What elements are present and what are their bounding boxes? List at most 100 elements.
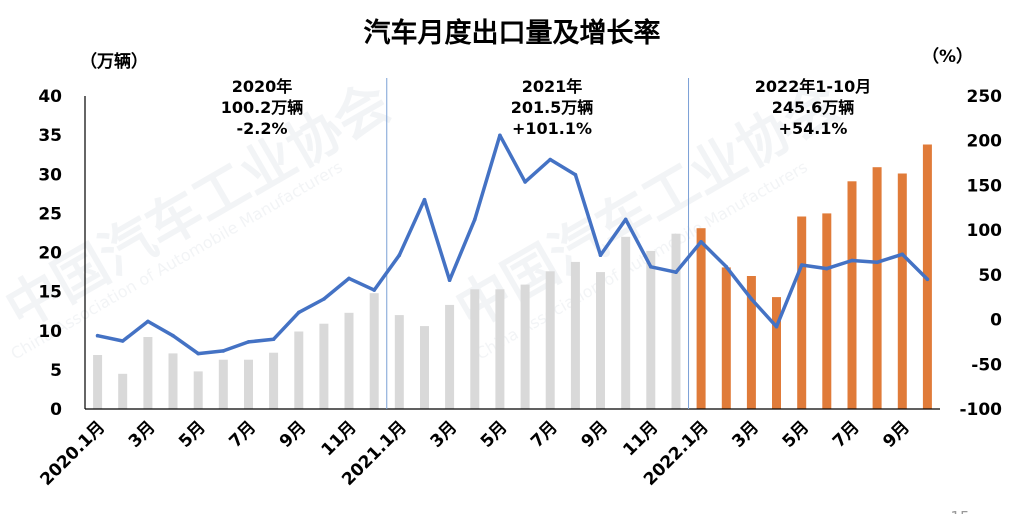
line-point [774, 324, 779, 329]
line-point [95, 333, 100, 338]
annotation-line: +54.1% [779, 119, 848, 138]
annotation-line: 2020年 [232, 77, 293, 96]
bar [646, 250, 656, 409]
line-point [523, 180, 527, 184]
line-point [120, 339, 125, 343]
line-point [498, 133, 502, 138]
y-right-tick-label: 250 [967, 87, 1003, 107]
y-right-unit: （%） [922, 46, 973, 67]
line-point [598, 253, 603, 257]
bar [118, 373, 128, 409]
line-point [473, 217, 477, 222]
bar [797, 216, 807, 409]
bar [545, 271, 555, 409]
annotation-line: 2022年1-10月 [755, 77, 872, 96]
bar [922, 144, 932, 409]
axes [84, 96, 940, 410]
x-tick-label: 7月 [527, 417, 562, 452]
bar [269, 352, 279, 409]
bar [621, 236, 631, 409]
line-point [674, 270, 678, 275]
bar [193, 371, 203, 409]
x-tick-label: 5月 [779, 417, 814, 452]
bar [344, 312, 354, 409]
annotation-line: 100.2万辆 [221, 98, 304, 117]
bar [671, 233, 681, 409]
x-tick-label: 7月 [829, 417, 864, 452]
line-point [347, 276, 351, 281]
bar [470, 289, 480, 409]
bar [93, 355, 103, 409]
line-point [297, 310, 301, 315]
line-point [447, 278, 452, 283]
y-right-tick-label: -50 [971, 355, 1002, 375]
bar [495, 289, 505, 409]
y-right-tick-label: -100 [959, 400, 1002, 420]
y-left-ticks: 0 5 10 15 20 25 30 35 40 [38, 87, 62, 420]
line-point [825, 266, 829, 271]
y-right-tick-label: 150 [967, 176, 1003, 196]
bar [218, 359, 228, 409]
line-series [95, 133, 930, 356]
x-tick-label: 7月 [225, 417, 260, 452]
line-point [573, 172, 578, 177]
annotation-line: +101.1% [512, 119, 592, 138]
line-point [221, 349, 226, 353]
x-tick-label: 3月 [427, 417, 462, 452]
line-point [799, 263, 804, 267]
x-tick-label: 11月 [619, 417, 662, 460]
bar [822, 213, 832, 409]
bar [520, 284, 530, 409]
line-point [649, 265, 653, 269]
line-point [749, 297, 754, 301]
line-point [724, 265, 729, 269]
y-left-tick-label: 0 [50, 400, 62, 420]
bar [596, 272, 605, 409]
bar [294, 331, 304, 409]
bar [696, 228, 706, 409]
line-point [925, 277, 930, 282]
bar [394, 315, 404, 409]
y-left-tick-label: 20 [38, 244, 62, 264]
bar [897, 173, 907, 409]
y-left-tick-label: 40 [38, 87, 62, 107]
x-tick-label: 9月 [577, 417, 612, 452]
bar [420, 326, 429, 409]
x-tick-label: 9月 [879, 417, 914, 452]
bar [244, 359, 253, 409]
y-right-tick-label: 0 [990, 311, 1002, 331]
line-point [699, 240, 703, 244]
annotations: 2020年 100.2万辆 -2.2% 2021年 201.5万辆 +101.1% 2022… [221, 77, 872, 138]
line-point [146, 319, 150, 324]
line-point [271, 337, 276, 342]
chart-title: 汽车月度出口量及增长率 [364, 17, 661, 49]
bar [746, 276, 756, 409]
y-right-tick-label: 200 [967, 132, 1003, 152]
annotation-line: -2.2% [236, 119, 287, 138]
y-left-tick-label: 10 [38, 322, 62, 342]
y-right-tick-label: 50 [978, 266, 1002, 286]
line-point [422, 197, 427, 202]
x-tick-label: 9月 [276, 417, 311, 452]
line-point [372, 288, 377, 292]
growth-line [95, 133, 930, 356]
y-right-tick-label: 100 [967, 221, 1003, 241]
year-separators [386, 78, 690, 409]
bar [369, 293, 379, 409]
line-point [900, 252, 905, 257]
bar [319, 323, 329, 409]
line-point [623, 217, 628, 222]
x-tick-label: 5月 [175, 417, 210, 452]
bar [143, 337, 153, 409]
y-left-tick-label: 25 [38, 204, 62, 224]
x-tick-label: 3月 [728, 417, 763, 452]
x-tick-label: 2020.1月 [37, 417, 110, 490]
bar [872, 167, 882, 409]
x-tick-label: 5月 [477, 417, 512, 452]
annotation-line: 245.6万辆 [772, 98, 855, 117]
line-point [397, 253, 402, 257]
line-point [322, 297, 326, 301]
bar [445, 304, 455, 409]
y-left-tick-label: 35 [38, 126, 62, 146]
